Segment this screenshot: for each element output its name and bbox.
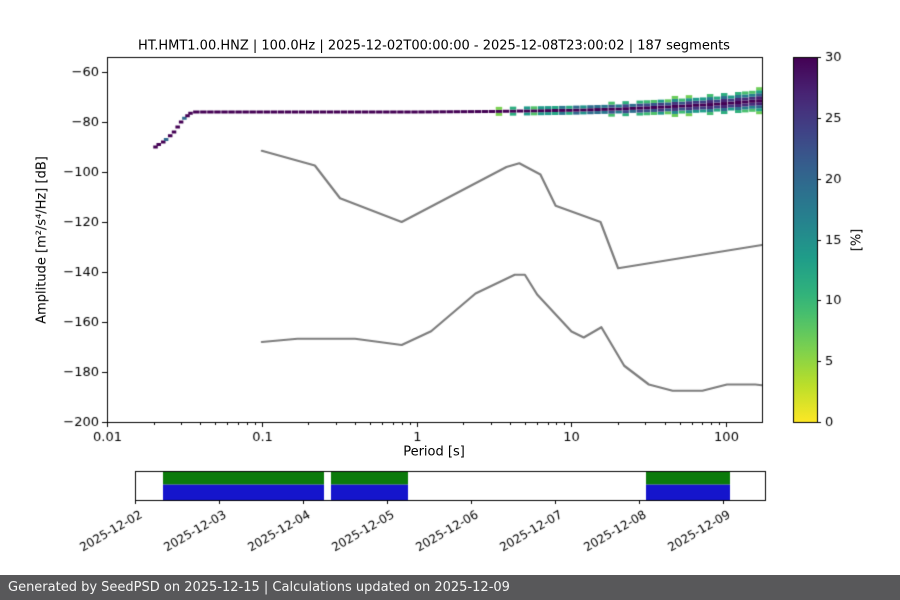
ppsd-plot-canvas [0, 0, 900, 575]
colorbar-label: [%] [849, 228, 865, 252]
x-axis-label: Period [s] [403, 444, 465, 460]
y-axis-label: Amplitude [m²/s⁴/Hz] [dB] [34, 156, 50, 324]
footer-status-bar: Generated by SeedPSD on 2025-12-15 | Cal… [0, 575, 900, 600]
chart-title: HT.HMT1.00.HNZ | 100.0Hz | 2025-12-02T00… [138, 38, 730, 54]
